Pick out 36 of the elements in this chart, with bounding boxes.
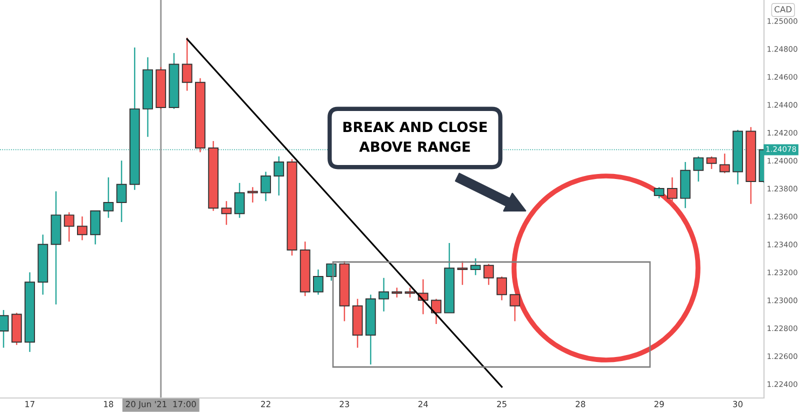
candlestick <box>483 263 494 286</box>
annotation: BREAK AND CLOSE ABOVE RANGE <box>343 122 487 152</box>
y-axis-title: CAD <box>774 6 792 12</box>
x-tick-label: 29 <box>654 400 664 408</box>
candlestick <box>326 263 337 282</box>
candlestick <box>234 182 245 218</box>
x-tick-label: 17 <box>25 401 34 408</box>
candlestick <box>470 258 481 276</box>
candlestick <box>496 276 507 301</box>
candlestick <box>221 200 232 226</box>
x-tick-label: 30 <box>733 400 743 408</box>
x-tick-label: 25 <box>497 400 506 408</box>
x-tick-label: 24 <box>418 400 428 408</box>
x-tick-label: 20 Jun '21 17:00 <box>126 400 196 409</box>
candlestick <box>77 216 88 241</box>
candlestick <box>693 156 704 182</box>
candlestick <box>182 37 192 92</box>
candlestick <box>260 171 271 202</box>
candlestick <box>313 268 324 296</box>
candlestick <box>103 176 114 218</box>
x-tick-label: 23 <box>340 400 350 408</box>
candlestick <box>667 176 678 205</box>
candlestick <box>116 160 127 223</box>
x-tick-label: 22 <box>261 400 270 408</box>
candlestick <box>510 294 520 322</box>
candlestick <box>90 210 101 246</box>
x-tick-label: 28 <box>576 400 586 408</box>
candlestick <box>274 156 284 196</box>
candlestick <box>378 277 389 312</box>
candlestick <box>654 186 664 199</box>
x-tick-label: 18 <box>104 400 114 408</box>
candlestick <box>706 156 717 170</box>
candlestick <box>457 260 468 286</box>
candlestick <box>431 298 442 325</box>
candlestick <box>64 212 74 242</box>
candlestick <box>719 152 730 174</box>
